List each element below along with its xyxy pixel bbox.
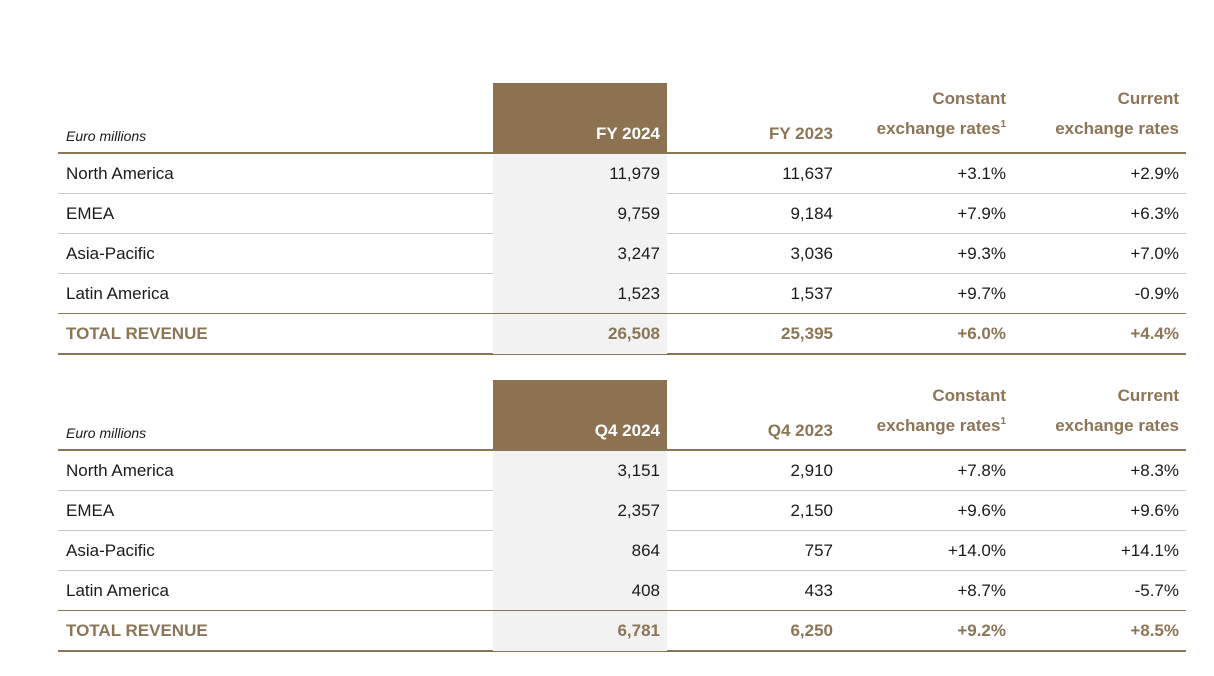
previous-period-cell: 25,395	[781, 324, 833, 343]
table-header: Euro millions Q4 2024 Q4 2023 Constant e…	[58, 380, 1186, 451]
previous-period-cell: 3,036	[790, 244, 833, 263]
footnote-marker: 1	[1000, 119, 1006, 130]
unit-label: Euro millions	[66, 128, 147, 144]
current-period-cell: 864	[493, 531, 667, 571]
region-label: Asia-Pacific	[66, 541, 155, 560]
header-current-period-label: Q4 2024	[594, 421, 660, 440]
region-label: Asia-Pacific	[66, 244, 155, 263]
table-row: EMEA 2,357 2,150 +9.6% +9.6%	[58, 491, 1186, 531]
total-row: TOTAL REVENUE 26,508 25,395 +6.0% +4.4%	[58, 313, 1186, 355]
previous-period-cell: 2,150	[790, 501, 833, 520]
current-period-cell: 3,151	[493, 451, 667, 491]
current-period-cell: 408	[493, 571, 667, 611]
header-constant-fx-line1: Constant	[932, 89, 1006, 108]
previous-period-cell: 9,184	[790, 204, 833, 223]
header-constant-fx-line1: Constant	[932, 386, 1006, 405]
previous-period-cell: 433	[804, 581, 833, 600]
table-row: North America 11,979 11,637 +3.1% +2.9%	[58, 154, 1186, 194]
current-fx-cell: +4.4%	[1130, 324, 1179, 343]
previous-period-cell: 757	[804, 541, 833, 560]
header-constant-fx: Constant exchange rates1	[877, 381, 1006, 441]
total-row: TOTAL REVENUE 6,781 6,250 +9.2% +8.5%	[58, 610, 1186, 652]
header-current-period-label: FY 2024	[596, 124, 660, 143]
header-constant-fx-line2: exchange rates	[876, 119, 1001, 138]
current-fx-cell: +9.6%	[1130, 501, 1179, 520]
header-current-fx-line2: exchange rates	[1055, 416, 1179, 435]
current-period-cell: 9,759	[493, 194, 667, 234]
current-fx-cell: +7.0%	[1130, 244, 1179, 263]
constant-fx-cell: +8.7%	[957, 581, 1006, 600]
header-previous-period: FY 2023	[769, 124, 833, 143]
footnote-marker: 1	[1000, 416, 1006, 427]
table-row: North America 3,151 2,910 +7.8% +8.3%	[58, 451, 1186, 491]
current-fx-cell: +14.1%	[1120, 541, 1179, 560]
constant-fx-cell: +3.1%	[957, 164, 1006, 183]
region-label: EMEA	[66, 501, 115, 520]
current-fx-cell: +8.3%	[1130, 461, 1179, 480]
current-period-cell: 3,247	[493, 234, 667, 274]
previous-period-cell: 2,910	[790, 461, 833, 480]
constant-fx-cell: +7.8%	[957, 461, 1006, 480]
table-row: EMEA 9,759 9,184 +7.9% +6.3%	[58, 194, 1186, 234]
revenue-table-fy: Euro millions FY 2024 FY 2023 Constant e…	[58, 83, 1186, 355]
current-period-cell: 1,523	[493, 274, 667, 314]
table-row: Asia-Pacific 3,247 3,036 +9.3% +7.0%	[58, 234, 1186, 274]
current-fx-cell: +2.9%	[1130, 164, 1179, 183]
region-label: North America	[66, 164, 174, 183]
region-label: EMEA	[66, 204, 115, 223]
revenue-table-q4: Euro millions Q4 2024 Q4 2023 Constant e…	[58, 380, 1186, 652]
current-fx-cell: -0.9%	[1134, 284, 1179, 303]
current-period-cell: 2,357	[493, 491, 667, 531]
header-current-fx-line1: Current	[1117, 89, 1179, 108]
header-constant-fx: Constant exchange rates1	[877, 84, 1006, 144]
table-row: Asia-Pacific 864 757 +14.0% +14.1%	[58, 531, 1186, 571]
region-label: Latin America	[66, 581, 169, 600]
constant-fx-cell: +14.0%	[947, 541, 1006, 560]
total-label: TOTAL REVENUE	[66, 324, 208, 343]
header-current-fx: Current exchange rates	[1055, 381, 1179, 441]
unit-label: Euro millions	[66, 425, 147, 441]
current-fx-cell: +8.5%	[1130, 621, 1179, 640]
total-label: TOTAL REVENUE	[66, 621, 208, 640]
constant-fx-cell: +6.0%	[957, 324, 1006, 343]
header-current-fx-line2: exchange rates	[1055, 119, 1179, 138]
region-label: North America	[66, 461, 174, 480]
constant-fx-cell: +9.7%	[957, 284, 1006, 303]
header-current-fx-line1: Current	[1117, 386, 1179, 405]
table-row: Latin America 1,523 1,537 +9.7% -0.9%	[58, 274, 1186, 314]
current-fx-cell: -5.7%	[1134, 581, 1179, 600]
table-row: Latin America 408 433 +8.7% -5.7%	[58, 571, 1186, 611]
current-period-cell: 11,979	[493, 154, 667, 194]
header-previous-period: Q4 2023	[767, 421, 833, 440]
table-header: Euro millions FY 2024 FY 2023 Constant e…	[58, 83, 1186, 154]
current-period-cell: 26,508	[493, 314, 667, 354]
header-current-period: FY 2024	[493, 83, 667, 152]
previous-period-cell: 1,537	[790, 284, 833, 303]
region-label: Latin America	[66, 284, 169, 303]
constant-fx-cell: +7.9%	[957, 204, 1006, 223]
previous-period-cell: 11,637	[782, 164, 833, 183]
constant-fx-cell: +9.2%	[957, 621, 1006, 640]
constant-fx-cell: +9.3%	[957, 244, 1006, 263]
previous-period-cell: 6,250	[790, 621, 833, 640]
current-fx-cell: +6.3%	[1130, 204, 1179, 223]
header-current-fx: Current exchange rates	[1055, 84, 1179, 144]
constant-fx-cell: +9.6%	[957, 501, 1006, 520]
header-current-period: Q4 2024	[493, 380, 667, 449]
current-period-cell: 6,781	[493, 611, 667, 651]
header-constant-fx-line2: exchange rates	[876, 416, 1001, 435]
